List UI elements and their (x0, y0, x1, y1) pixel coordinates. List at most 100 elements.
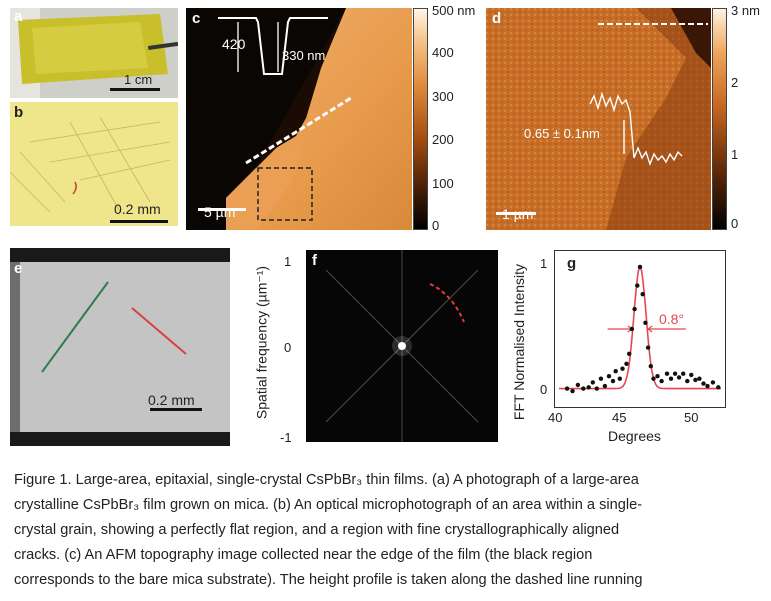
colorbar-c-tick: 200 (432, 132, 454, 147)
data-point (620, 366, 625, 371)
scale-bar-label-d: 1 µm (502, 206, 534, 222)
colorbar-c-tick: 100 (432, 176, 454, 191)
panel-g: g 0.8° (554, 250, 726, 408)
scale-bar-label-a: 1 cm (124, 72, 153, 87)
data-point (635, 283, 640, 288)
caption-line: crystalline CsPbBr₃ film grown on mica. … (14, 497, 643, 513)
data-point (624, 361, 629, 366)
colorbar-c-tick: 500 nm (432, 3, 476, 18)
caption-line: Figure 1. Large-area, epitaxial, single-… (14, 472, 639, 488)
caption-line: cracks. (c) An AFM topography image coll… (14, 547, 593, 563)
sem-image (10, 248, 230, 446)
data-point (681, 371, 686, 376)
data-point (598, 376, 604, 381)
data-point (710, 380, 716, 385)
afm-topography-d (486, 8, 711, 230)
colorbar-c-tick: 300 (432, 89, 454, 104)
data-point (648, 364, 653, 369)
data-point (651, 376, 656, 381)
scale-bar-label-b: 0.2 mm (114, 201, 161, 217)
colorbar-c (413, 8, 428, 230)
scale-bar-label-c: 5 µm (204, 204, 236, 220)
data-point (602, 383, 608, 389)
caption-line: crystal grain, showing a perfectly flat … (14, 522, 620, 538)
data-point (664, 371, 670, 376)
data-point (701, 381, 706, 386)
f-ytick: 0 (284, 340, 292, 355)
panel-label-g: g (567, 255, 577, 272)
panel-label-f: f (312, 252, 317, 269)
g-xtick: 45 (612, 410, 627, 425)
data-point (685, 378, 690, 384)
data-point (570, 388, 575, 394)
g-xtick: 50 (684, 410, 699, 425)
data-point (610, 378, 616, 384)
microphotograph (10, 102, 178, 226)
g-ylabel: FFT Normalised Intensity (511, 263, 527, 421)
colorbar-d-tick: 2 (731, 75, 739, 90)
scale-bar-label-e: 0.2 mm (148, 392, 195, 408)
gaussian-fit-line (559, 265, 721, 390)
fwhm-annotation: 0.8° (659, 311, 685, 327)
g-xtick: 40 (548, 410, 563, 425)
fft-intensity-plot (559, 264, 721, 394)
g-xlabel: Degrees (608, 428, 661, 444)
data-point (613, 369, 618, 374)
data-point (581, 386, 586, 391)
panel-label-c: c (192, 10, 201, 27)
data-point (676, 375, 682, 380)
colorbar-d-tick: 0 (731, 216, 739, 231)
panel-e: e 0.2 mm (10, 248, 230, 446)
data-point (627, 351, 632, 356)
step-height-right: 330 nm (282, 48, 326, 63)
data-point (643, 320, 648, 325)
data-point (632, 306, 637, 312)
colorbar-c-tick: 0 (432, 218, 440, 233)
data-point (668, 376, 674, 381)
f-ylabel: Spatial frequency (µm⁻¹) (253, 265, 270, 420)
colorbar-c-tick: 400 (432, 45, 454, 60)
film-photo (10, 8, 178, 98)
data-point (705, 383, 710, 389)
data-point (586, 385, 591, 390)
step-height-d: 0.65 ± 0.1nm (524, 126, 600, 141)
data-point (693, 377, 698, 383)
panel-label-e: e (14, 260, 23, 277)
data-point (672, 371, 678, 376)
step-height-left: 420 (222, 36, 246, 52)
colorbar-d (712, 8, 727, 230)
panel-a: a 1 cm (10, 8, 178, 98)
data-point (594, 386, 599, 391)
data-point (697, 376, 702, 381)
data-point (606, 374, 612, 379)
data-point (655, 374, 660, 379)
data-point (564, 386, 570, 391)
data-point (575, 382, 581, 388)
f-ytick: 1 (284, 254, 292, 269)
data-point (640, 292, 645, 297)
data-point (629, 326, 635, 332)
data-point (659, 378, 664, 384)
data-point (637, 264, 643, 270)
colorbar-d-tick: 3 nm (731, 3, 760, 18)
panel-c: c 420 330 nm 5 µm (186, 8, 412, 230)
data-point (590, 380, 595, 385)
data-point (716, 385, 721, 390)
f-ytick: -1 (280, 430, 292, 445)
panel-label-d: d (492, 10, 502, 27)
afm-topography-c (186, 8, 412, 230)
panel-label-b: b (14, 104, 24, 121)
colorbar-d-tick: 1 (731, 147, 739, 162)
data-point (645, 345, 651, 350)
data-point (617, 376, 622, 381)
caption-line: corresponds to the bare mica substrate).… (14, 572, 643, 588)
panel-d: d 0.65 ± 0.1nm 1 µm (486, 8, 711, 230)
data-point (689, 372, 694, 378)
fft-image (306, 250, 498, 442)
panel-b: b 0.2 mm (10, 102, 178, 226)
g-ytick: 0 (540, 382, 548, 397)
figure-caption: Figure 1. Large-area, epitaxial, single-… (14, 468, 759, 593)
panel-f: f (306, 250, 498, 442)
panel-label-a: a (14, 8, 23, 25)
g-ytick: 1 (540, 256, 548, 271)
